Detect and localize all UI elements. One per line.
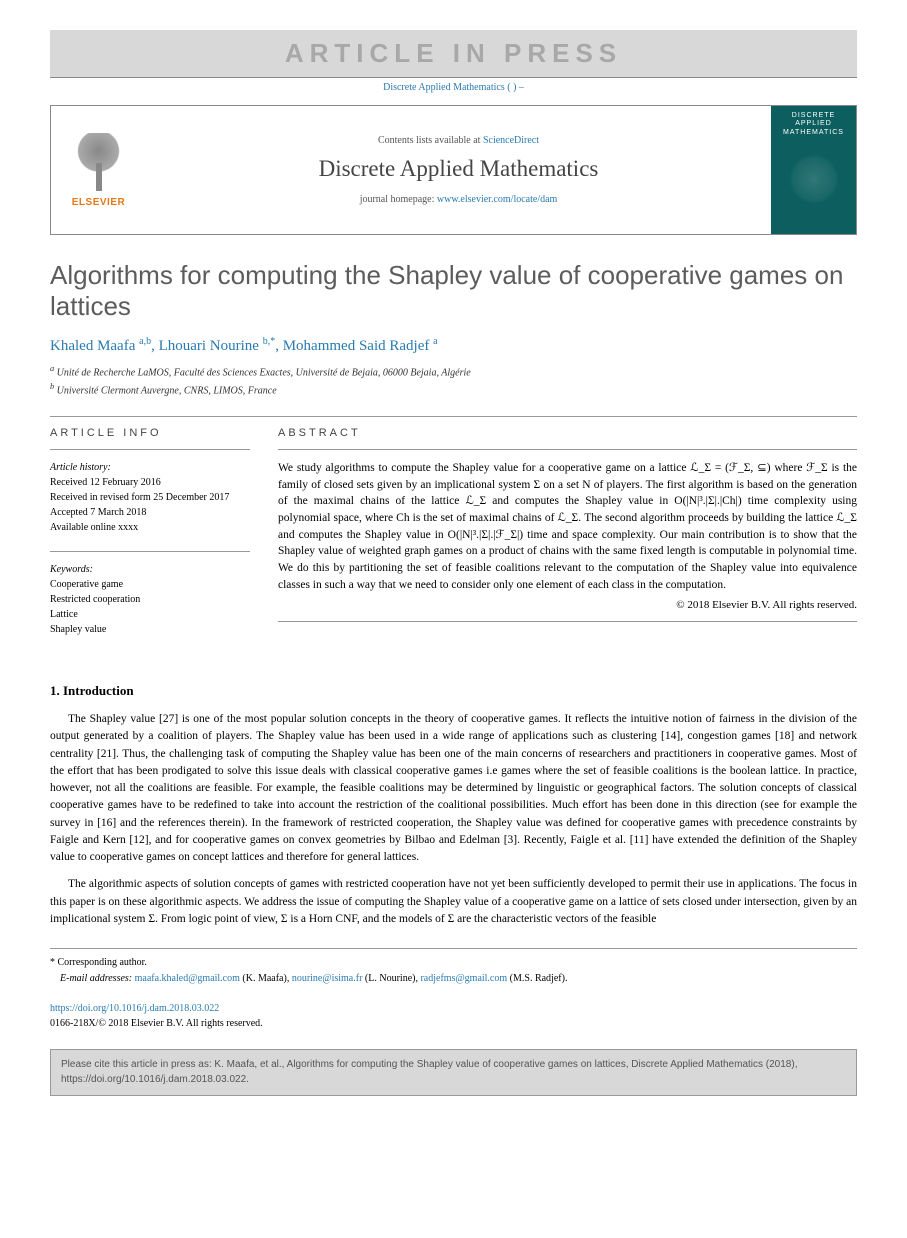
issn-line: 0166-218X/© 2018 Elsevier B.V. All right…	[50, 1018, 263, 1029]
email-who: (K. Maafa)	[242, 973, 286, 984]
keywords-block: Keywords: Cooperative game Restricted co…	[50, 562, 250, 637]
homepage-line: journal homepage: www.elsevier.com/locat…	[360, 194, 558, 205]
contents-prefix: Contents lists available at	[378, 135, 483, 146]
elsevier-label: ELSEVIER	[72, 197, 125, 208]
article-title: Algorithms for computing the Shapley val…	[50, 260, 857, 322]
journal-cover-thumb[interactable]: DISCRETE APPLIED MATHEMATICS	[771, 106, 856, 234]
email-label: E-mail addresses:	[60, 973, 132, 984]
email-link[interactable]: maafa.khaled@gmail.com	[135, 973, 240, 984]
abstract: ABSTRACT We study algorithms to compute …	[278, 427, 857, 653]
history-label: Article history:	[50, 460, 250, 475]
affiliations: a Unité de Recherche LaMOS, Faculté des …	[50, 363, 857, 398]
intro-heading: 1. Introduction	[50, 683, 857, 699]
keyword: Lattice	[50, 607, 250, 622]
doi-block: https://doi.org/10.1016/j.dam.2018.03.02…	[50, 1001, 857, 1031]
email-who: (L. Nourine)	[365, 973, 416, 984]
keyword: Restricted cooperation	[50, 592, 250, 607]
history-accepted: Accepted 7 March 2018	[50, 505, 250, 520]
abstract-text: We study algorithms to compute the Shapl…	[278, 460, 857, 593]
email-who: (M.S. Radjef)	[510, 973, 565, 984]
history-received: Received 12 February 2016	[50, 475, 250, 490]
article-info: ARTICLE INFO Article history: Received 1…	[50, 427, 250, 653]
divider	[50, 416, 857, 417]
email-link[interactable]: radjefms@gmail.com	[420, 973, 507, 984]
cover-art-icon	[789, 154, 839, 204]
abstract-heading: ABSTRACT	[278, 427, 857, 439]
article-in-press-banner: ARTICLE IN PRESS	[50, 30, 857, 78]
keywords-label: Keywords:	[50, 562, 250, 577]
journal-header: ELSEVIER Contents lists available at Sci…	[50, 105, 857, 235]
affiliation-a: a Unité de Recherche LaMOS, Faculté des …	[50, 363, 857, 380]
cite-box: Please cite this article in press as: K.…	[50, 1049, 857, 1096]
cover-title: DISCRETE APPLIED MATHEMATICS	[775, 112, 852, 137]
contents-line: Contents lists available at ScienceDirec…	[378, 135, 539, 146]
corresponding-author: * Corresponding author.	[50, 955, 857, 971]
intro-p1: The Shapley value [27] is one of the mos…	[50, 711, 857, 866]
affiliation-b: b Université Clermont Auvergne, CNRS, LI…	[50, 381, 857, 398]
copyright-line: © 2018 Elsevier B.V. All rights reserved…	[278, 599, 857, 611]
keyword: Shapley value	[50, 622, 250, 637]
header-center: Contents lists available at ScienceDirec…	[146, 106, 771, 234]
email-link[interactable]: nourine@isima.fr	[292, 973, 363, 984]
elsevier-tree-icon	[71, 133, 126, 193]
article-history: Article history: Received 12 February 20…	[50, 460, 250, 535]
info-heading: ARTICLE INFO	[50, 427, 250, 439]
sciencedirect-link[interactable]: ScienceDirect	[483, 135, 539, 146]
banner-journal: Discrete Applied Mathematics	[383, 82, 505, 93]
history-online: Available online xxxx	[50, 520, 250, 535]
history-revised: Received in revised form 25 December 201…	[50, 490, 250, 505]
banner-ref: ( ) –	[507, 82, 524, 93]
keyword: Cooperative game	[50, 577, 250, 592]
homepage-link[interactable]: www.elsevier.com/locate/dam	[437, 194, 557, 205]
homepage-prefix: journal homepage:	[360, 194, 437, 205]
footnotes: * Corresponding author. E-mail addresses…	[50, 948, 857, 987]
doi-link[interactable]: https://doi.org/10.1016/j.dam.2018.03.02…	[50, 1003, 219, 1014]
email-addresses: E-mail addresses: maafa.khaled@gmail.com…	[50, 971, 857, 987]
journal-name: Discrete Applied Mathematics	[319, 156, 599, 182]
banner-subline: Discrete Applied Mathematics ( ) –	[50, 82, 857, 93]
authors-line: Khaled Maafa a,b, Lhouari Nourine b,*, M…	[50, 336, 857, 355]
info-abstract-row: ARTICLE INFO Article history: Received 1…	[50, 427, 857, 653]
elsevier-logo[interactable]: ELSEVIER	[51, 106, 146, 234]
intro-p2: The algorithmic aspects of solution conc…	[50, 876, 857, 928]
